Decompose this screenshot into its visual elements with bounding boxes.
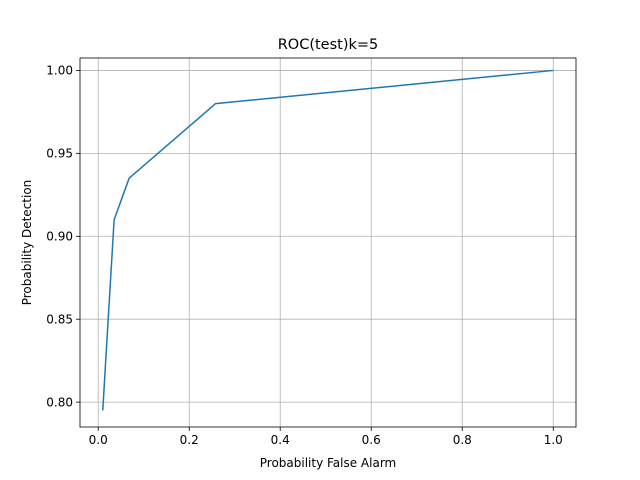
x-tick-label: 0.8 xyxy=(453,433,472,447)
y-tick-label: 0.85 xyxy=(46,313,73,327)
x-tick-label: 0.2 xyxy=(180,433,199,447)
x-tick-label: 0.0 xyxy=(89,433,108,447)
axes-frame xyxy=(79,57,577,428)
x-axis-label: Probability False Alarm xyxy=(260,456,397,470)
y-tick-label: 0.90 xyxy=(46,230,73,244)
y-tick-label: 0.95 xyxy=(46,147,73,161)
grid xyxy=(80,58,576,427)
roc-curve-line xyxy=(102,69,554,411)
y-axis-label: Probability Detection xyxy=(20,180,34,306)
x-tick-label: 1.0 xyxy=(544,433,563,447)
chart-title: ROC(test)k=5 xyxy=(278,37,379,53)
y-tick-label: 0.80 xyxy=(46,395,73,409)
x-tick-label: 0.6 xyxy=(362,433,381,447)
ticks: 0.0 0.2 0.4 0.6 0.8 1.0 0.80 0.85 0.90 0.95 1.00 xyxy=(46,64,563,447)
series-layer xyxy=(102,69,554,411)
x-tick-label: 0.4 xyxy=(271,433,290,447)
y-tick-label: 1.00 xyxy=(46,64,73,78)
